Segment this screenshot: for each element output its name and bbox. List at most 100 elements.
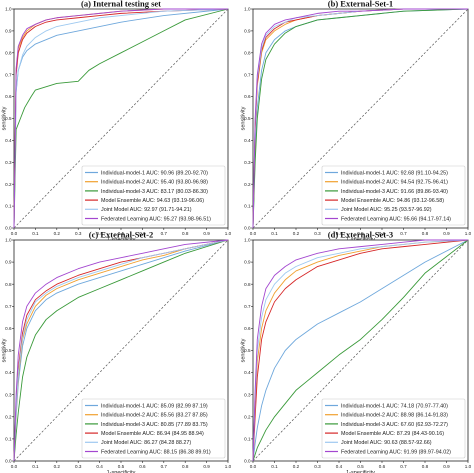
x-tick-label: 0.4 [336, 464, 343, 469]
x-tick-label: 0.8 [422, 231, 429, 236]
roc-curve-individual-model-3 [13, 8, 229, 229]
y-tick-label: 0.2 [244, 182, 251, 187]
x-tick-label: 0.5 [118, 231, 125, 236]
panel-title: (a) Internal testing set [81, 0, 161, 9]
y-tick-label: 0.2 [5, 182, 12, 187]
roc-curve-federated-learning [252, 239, 468, 462]
x-tick-label: 0.6 [379, 231, 386, 236]
y-tick-label: 0.5 [244, 116, 251, 121]
roc-curve-model-ensemble [13, 8, 229, 229]
roc-curve-joint-model [13, 8, 229, 229]
y-tick-label: 0.3 [5, 160, 12, 165]
x-tick-label: 0.3 [75, 231, 82, 236]
y-axis-label: sensitivity [241, 106, 247, 130]
legend-label: Individual-model-3 AUC: 67.60 (62.93-72.… [341, 422, 448, 428]
legend-label: Individual-model-1 AUC: 74.18 (70.97-77.… [341, 403, 448, 409]
chance-diagonal-line [252, 8, 469, 229]
legend-label: Federated Learning AUC: 95.66 (94.17-97.… [341, 216, 451, 222]
legend-label: Model Ensemble AUC: 94.86 (93.12-96.58) [341, 198, 444, 204]
legend-label: Model Ensemble AUC: 87.29 (84.43-90.16) [341, 431, 444, 437]
x-tick-label: 0.2 [54, 464, 61, 469]
legend-label: Individual-model-1 AUC: 85.09 (82.99 87.… [101, 403, 208, 409]
legend-box [81, 165, 226, 226]
y-tick-label: 0.4 [5, 370, 12, 375]
x-tick-label: 0.9 [443, 231, 450, 236]
y-tick-label: 0.7 [244, 72, 251, 77]
legend-label: Joint Model AUC: 86.27 (84.28 88.27) [101, 440, 191, 446]
x-tick-label: 1.0 [225, 464, 232, 469]
legend-box [321, 398, 466, 459]
panel-title: (b) External-Set-1 [328, 0, 393, 9]
x-tick-label: 0.3 [314, 231, 321, 236]
y-axis-label: sensitivity [241, 338, 247, 362]
legend-label: Joint Model AUC: 92.97 (91.71-94.21) [101, 207, 192, 213]
y-tick-label: 0.0 [244, 226, 251, 231]
chance-diagonal-line [252, 239, 469, 462]
x-tick-label: 0.0 [250, 464, 257, 469]
y-tick-label: 0.4 [244, 138, 251, 143]
y-tick-label: 0.0 [5, 226, 12, 231]
y-tick-label: 0.6 [5, 94, 12, 99]
y-tick-label: 0.1 [244, 204, 251, 209]
x-tick-label: 0.2 [54, 231, 61, 236]
x-tick-label: 0.8 [422, 464, 429, 469]
legend-box [321, 165, 466, 226]
x-tick-label: 0.6 [139, 464, 146, 469]
y-tick-label: 0.2 [5, 414, 12, 419]
legend-label: Federated Learning AUC: 95.27 (93.98-96.… [101, 216, 211, 222]
roc-panel-4: (d) External-Set-30.00.00.10.10.20.20.30… [241, 230, 472, 473]
y-tick-label: 0.3 [244, 160, 251, 165]
x-tick-label: 0.0 [250, 231, 257, 236]
x-tick-label: 0.9 [443, 464, 450, 469]
y-tick-label: 1.0 [5, 238, 12, 243]
y-tick-label: 0.8 [5, 50, 12, 55]
legend-label: Individual-model-1 AUC: 92.68 (91.10-94.… [341, 170, 448, 176]
x-tick-label: 0.4 [336, 231, 343, 236]
x-tick-label: 0.7 [161, 231, 168, 236]
y-tick-label: 0.6 [244, 326, 251, 331]
x-tick-label: 0.3 [75, 464, 82, 469]
roc-curve-individual-model-3 [13, 239, 229, 462]
y-tick-label: 0.8 [244, 50, 251, 55]
y-tick-label: 1.0 [244, 238, 251, 243]
x-tick-label: 1.0 [225, 231, 232, 236]
x-tick-label: 0.1 [32, 231, 39, 236]
panel-title: (c) External-Set-2 [89, 230, 153, 240]
x-tick-label: 0.7 [400, 464, 407, 469]
x-tick-label: 0.8 [182, 464, 189, 469]
y-tick-label: 0.0 [244, 459, 251, 464]
roc-curve-joint-model [13, 239, 229, 462]
x-axis-label: 1-specificity [107, 470, 136, 473]
y-tick-label: 0.8 [5, 282, 12, 287]
y-tick-label: 0.1 [5, 204, 12, 209]
y-tick-label: 0.2 [244, 414, 251, 419]
x-tick-label: 0.6 [139, 231, 146, 236]
x-tick-label: 1.0 [465, 231, 472, 236]
y-tick-label: 0.9 [244, 29, 251, 34]
x-tick-label: 0.2 [293, 464, 300, 469]
legend-label: Joint Model AUC: 90.63 (88.57-92.66) [341, 440, 432, 446]
legend-label: Individual-model-2 AUC: 95.40 (93.80-96.… [101, 180, 208, 186]
legend-label: Federated Learning AUC: 88.15 (86.38 89.… [101, 449, 211, 455]
roc-curve-federated-learning [252, 8, 468, 229]
y-tick-label: 0.8 [244, 282, 251, 287]
legend-label: Individual-model-2 AUC: 85.56 (83.27 87.… [101, 413, 208, 419]
x-tick-label: 0.7 [161, 464, 168, 469]
legend-label: Federated Learning AUC: 91.99 (89.97-94.… [341, 449, 451, 455]
y-tick-label: 0.6 [5, 326, 12, 331]
y-tick-label: 0.9 [5, 29, 12, 34]
x-axis-label: 1-specificity [346, 470, 375, 473]
y-axis-label: sensitivity [2, 106, 8, 130]
roc-curve-model-ensemble [252, 239, 469, 462]
legend-box [81, 398, 226, 459]
y-tick-label: 0.7 [5, 72, 12, 77]
panel-title: (d) External-Set-3 [328, 230, 393, 240]
y-tick-label: 0.1 [244, 437, 251, 442]
legend-label: Individual-model-1 AUC: 90.96 (89.20-92.… [101, 170, 208, 176]
y-tick-label: 0.7 [244, 304, 251, 309]
y-tick-label: 0.9 [244, 260, 251, 265]
roc-curve-individual-model-3 [252, 239, 469, 462]
x-tick-label: 0.5 [357, 464, 364, 469]
roc-curve-individual-model-1 [252, 239, 469, 462]
